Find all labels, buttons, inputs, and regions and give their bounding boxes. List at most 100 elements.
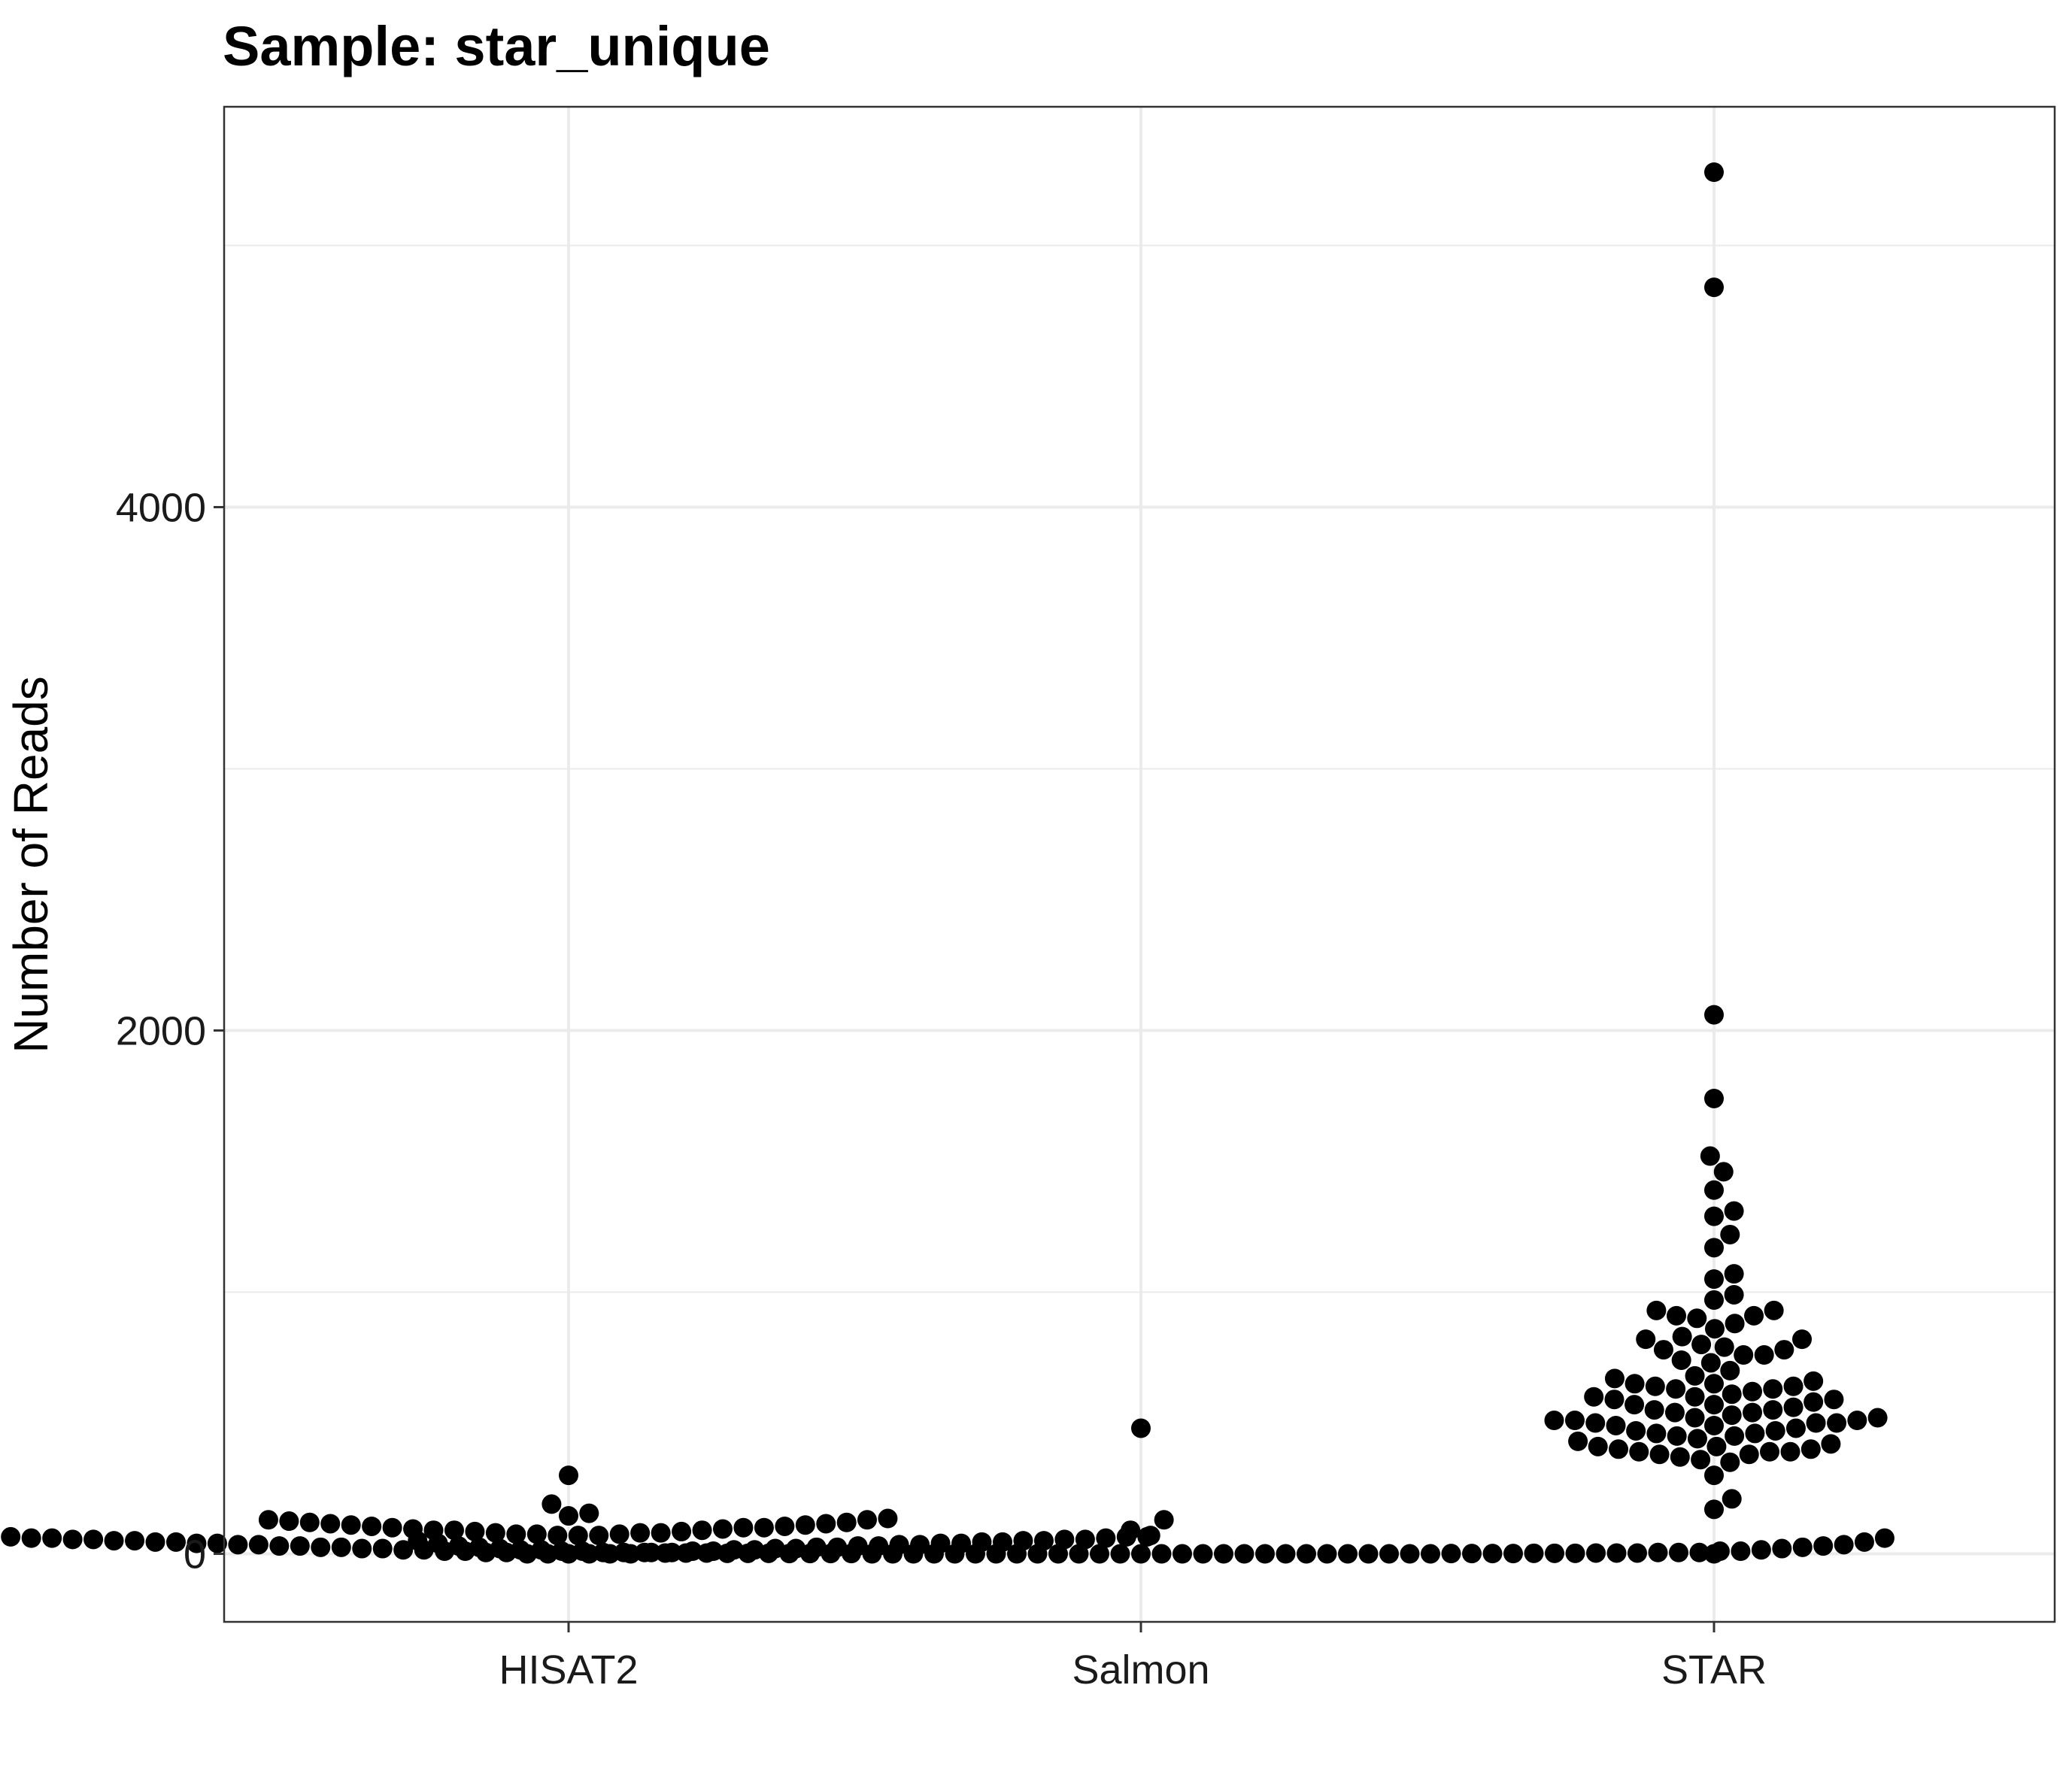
data-point	[1700, 1146, 1720, 1166]
data-point	[1604, 1390, 1625, 1410]
data-point	[1754, 1345, 1774, 1365]
data-point	[1704, 277, 1724, 298]
data-point	[299, 1512, 320, 1532]
data-point	[1358, 1544, 1379, 1564]
data-point	[1824, 1390, 1844, 1410]
data-point	[1151, 1544, 1172, 1564]
data-point	[1276, 1544, 1296, 1564]
data-point	[651, 1523, 671, 1543]
data-point	[1627, 1543, 1647, 1563]
data-point	[1565, 1543, 1585, 1563]
data-point	[945, 1544, 965, 1564]
data-point	[1585, 1543, 1606, 1563]
data-point	[696, 1543, 717, 1563]
data-point	[1704, 1206, 1724, 1226]
data-point	[1379, 1544, 1399, 1564]
data-point	[903, 1544, 924, 1564]
data-point	[883, 1544, 903, 1564]
data-point	[1568, 1431, 1588, 1451]
data-point	[1724, 1264, 1744, 1284]
data-point	[1806, 1413, 1826, 1433]
data-point	[352, 1538, 372, 1559]
data-point	[1503, 1544, 1523, 1564]
data-point	[1854, 1532, 1874, 1552]
data-point	[1706, 1436, 1727, 1456]
data-point	[1007, 1544, 1027, 1564]
data-point	[1813, 1536, 1834, 1556]
data-point	[1704, 1319, 1725, 1339]
data-point	[83, 1529, 104, 1550]
data-point	[1742, 1381, 1762, 1402]
data-point	[320, 1514, 341, 1534]
y-axis: 0 2000 4000	[116, 485, 224, 1577]
data-point	[738, 1543, 758, 1563]
data-point	[1704, 1374, 1724, 1394]
data-point	[444, 1520, 464, 1541]
data-point	[821, 1544, 841, 1564]
data-point	[1297, 1544, 1316, 1564]
data-point	[1588, 1436, 1608, 1456]
y-tick-label: 2000	[116, 1008, 206, 1053]
data-point	[1666, 1305, 1686, 1326]
data-point	[1720, 1224, 1740, 1244]
data-point	[692, 1520, 712, 1541]
data-point	[258, 1510, 278, 1530]
data-point	[1069, 1544, 1089, 1564]
data-point	[1645, 1376, 1665, 1396]
data-point	[717, 1543, 738, 1563]
data-point	[593, 1542, 614, 1562]
data-point	[1713, 1162, 1734, 1182]
data-point	[1704, 1005, 1724, 1025]
data-point	[1744, 1305, 1764, 1326]
data-point	[1780, 1441, 1800, 1462]
data-point	[1720, 1452, 1740, 1472]
data-point	[1783, 1397, 1804, 1417]
data-point	[362, 1516, 382, 1536]
data-point	[1685, 1365, 1705, 1386]
data-point	[125, 1531, 145, 1551]
data-point	[1131, 1418, 1151, 1438]
data-point	[1704, 1290, 1724, 1310]
data-point	[733, 1517, 754, 1538]
data-point	[1482, 1544, 1503, 1564]
data-point	[1847, 1411, 1867, 1431]
data-point	[1704, 1415, 1724, 1435]
data-point	[248, 1535, 268, 1555]
data-point	[630, 1523, 651, 1543]
data-point	[165, 1532, 186, 1552]
data-point	[1193, 1544, 1213, 1564]
data-point	[1724, 1201, 1744, 1221]
data-point	[1804, 1371, 1824, 1391]
y-tick-label: 4000	[116, 485, 206, 530]
data-point	[1585, 1413, 1606, 1433]
data-point	[1606, 1543, 1627, 1563]
data-point	[1131, 1544, 1151, 1564]
data-point	[1821, 1434, 1841, 1454]
data-point	[1731, 1541, 1751, 1562]
data-point	[1691, 1450, 1711, 1470]
data-point	[1792, 1537, 1813, 1557]
data-point	[1646, 1423, 1667, 1444]
data-point	[1234, 1544, 1254, 1564]
data-point	[635, 1542, 655, 1562]
data-point	[579, 1503, 599, 1523]
data-point	[1, 1526, 21, 1547]
data-point	[393, 1540, 414, 1560]
data-point	[1400, 1544, 1420, 1564]
data-point	[372, 1538, 393, 1559]
data-point	[800, 1544, 821, 1564]
data-point	[506, 1524, 526, 1544]
data-point	[1140, 1526, 1160, 1546]
y-axis-label: Number of Reads	[4, 676, 58, 1053]
data-point	[1649, 1444, 1670, 1465]
data-point	[878, 1508, 898, 1529]
data-point	[1667, 1426, 1687, 1446]
data-point	[228, 1535, 248, 1555]
data-point	[1173, 1544, 1192, 1564]
data-point	[676, 1543, 696, 1563]
data-point	[526, 1524, 547, 1544]
data-point	[1625, 1374, 1645, 1394]
data-point	[1584, 1387, 1604, 1407]
data-point	[966, 1544, 985, 1564]
data-point	[207, 1533, 227, 1553]
